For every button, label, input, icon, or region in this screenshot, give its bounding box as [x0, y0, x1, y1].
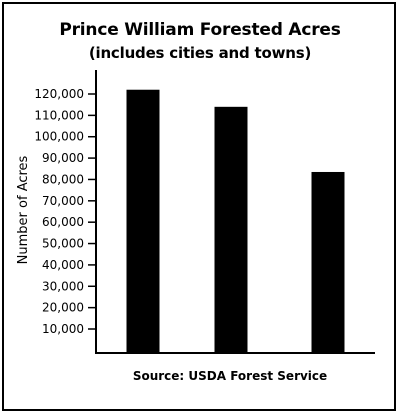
- bar: [311, 171, 345, 353]
- y-tick-label: 90,000: [42, 151, 84, 165]
- y-tick-label: 70,000: [42, 194, 84, 208]
- bars-group: [126, 89, 345, 354]
- y-tick-label: 30,000: [42, 279, 84, 293]
- bar: [126, 89, 160, 354]
- y-tick-label: 80,000: [42, 172, 84, 186]
- chart-title: Prince William Forested Acres: [59, 20, 341, 40]
- y-tick-label: 20,000: [42, 301, 84, 315]
- y-axis-ticks: 10,000 20,000 30,000 40,000 50,000 60,000 70,0…: [34, 87, 96, 336]
- y-tick-label: 50,000: [42, 237, 84, 251]
- bar: [214, 106, 248, 354]
- y-tick-label: 60,000: [42, 215, 84, 229]
- y-axis-label: Number of Acres: [16, 155, 31, 264]
- y-tick-label: 100,000: [34, 130, 84, 144]
- y-tick-label: 10,000: [42, 322, 84, 336]
- y-tick-label: 120,000: [34, 87, 84, 101]
- source-note: Source: USDA Forest Service: [132, 369, 328, 383]
- chart-subtitle: (includes cities and towns): [88, 44, 312, 62]
- y-tick-label: 40,000: [42, 258, 84, 272]
- y-tick-label: 110,000: [34, 108, 84, 122]
